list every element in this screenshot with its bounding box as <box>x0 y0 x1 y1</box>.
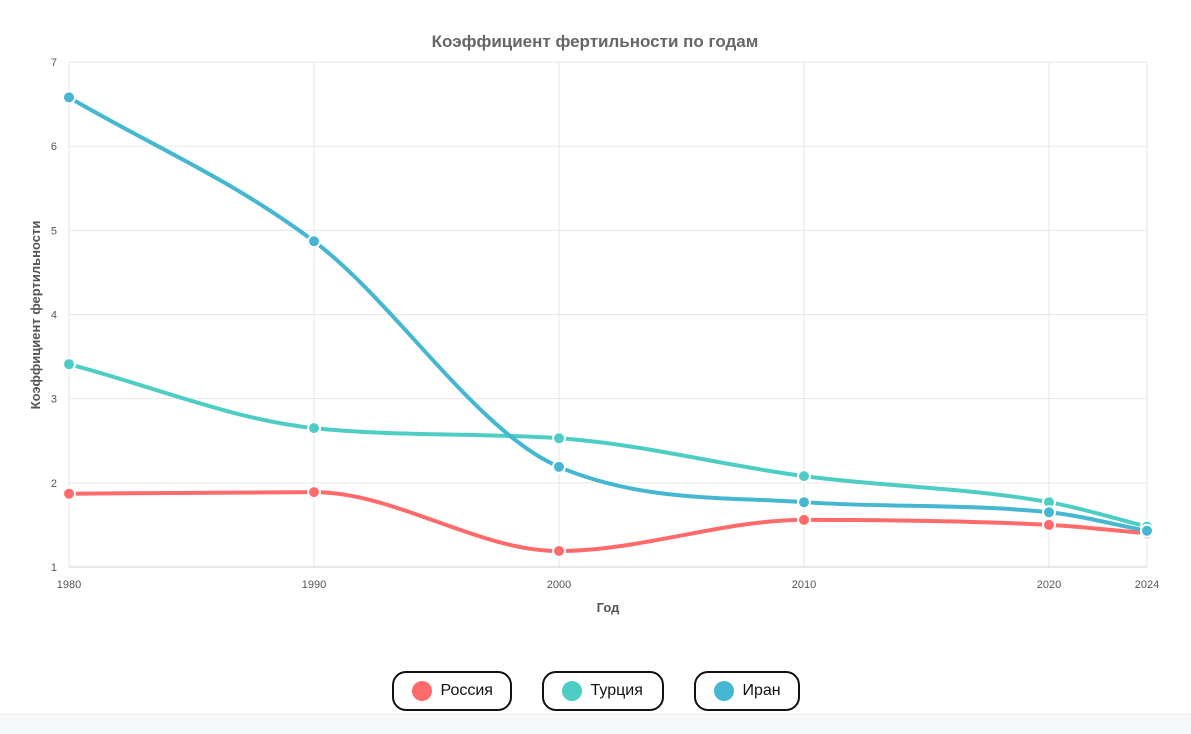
data-point[interactable] <box>62 486 76 501</box>
y-axis-label: Коэффициент фертильности <box>28 221 43 410</box>
x-tick-label: 2020 <box>1037 579 1061 591</box>
x-tick-label: 1990 <box>302 579 326 591</box>
legend-swatch <box>713 681 734 701</box>
data-point[interactable] <box>307 234 321 249</box>
y-tick-label: 3 <box>51 394 57 406</box>
legend-swatch <box>561 681 582 701</box>
chart-title: Коэффициент фертильности по годам <box>432 32 759 51</box>
y-tick-label: 4 <box>51 310 57 322</box>
data-point[interactable] <box>797 512 811 527</box>
data-point[interactable] <box>797 495 811 510</box>
x-tick-label: 2000 <box>547 579 571 591</box>
legend-item[interactable]: Иран <box>693 671 800 711</box>
legend-item[interactable]: Турция <box>541 671 664 711</box>
y-tick-label: 6 <box>51 141 57 153</box>
series-line-1 <box>67 362 1149 529</box>
data-point[interactable] <box>552 544 566 559</box>
data-point[interactable] <box>552 459 566 474</box>
data-point[interactable] <box>552 431 566 446</box>
y-tick-label: 7 <box>51 57 57 69</box>
y-tick-label: 5 <box>51 225 57 237</box>
data-point[interactable] <box>1042 505 1056 520</box>
data-point[interactable] <box>307 485 321 500</box>
x-tick-label: 2024 <box>1135 579 1159 591</box>
series-line-2 <box>67 95 1149 533</box>
data-point[interactable] <box>797 469 811 484</box>
data-point[interactable] <box>1140 523 1154 538</box>
legend-label: Россия <box>440 682 493 699</box>
legend-label: Турция <box>590 682 643 699</box>
x-tick-label: 2010 <box>792 579 816 591</box>
legend-swatch <box>411 681 432 701</box>
chart-legend: Россия Турция Иран <box>0 671 1191 711</box>
footer-bar <box>0 714 1191 734</box>
series-line-0 <box>67 490 1149 554</box>
chart-grid <box>68 61 1148 568</box>
legend-item[interactable]: Россия <box>391 671 512 711</box>
x-axis-ticks: 1980 1990 2000 2010 2020 2024 <box>57 579 1159 591</box>
y-tick-label: 1 <box>51 562 57 574</box>
data-point[interactable] <box>62 357 76 372</box>
x-tick-label: 1980 <box>57 579 81 591</box>
data-point[interactable] <box>307 421 321 436</box>
data-point[interactable] <box>62 90 76 105</box>
y-axis-ticks: 1 2 3 4 5 6 7 <box>51 57 57 574</box>
y-tick-label: 2 <box>51 478 57 490</box>
data-point[interactable] <box>1042 517 1056 532</box>
x-axis-label: Год <box>597 600 620 615</box>
legend-label: Иран <box>742 682 781 699</box>
series-points <box>62 90 1154 559</box>
